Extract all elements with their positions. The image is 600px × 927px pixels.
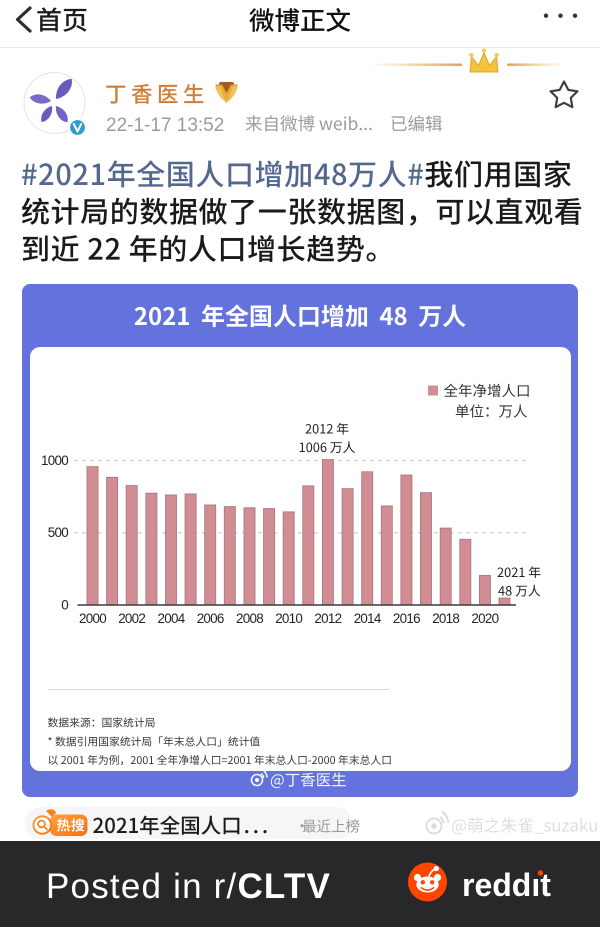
svg-text:Posted in r/CLTV: Posted in r/CLTV xyxy=(46,867,331,906)
svg-text:22-1-17 13:52: 22-1-17 13:52 xyxy=(106,115,224,136)
svg-text:2014: 2014 xyxy=(354,611,382,626)
svg-text:1000: 1000 xyxy=(41,453,68,468)
svg-text:reddıt: reddıt xyxy=(462,867,551,903)
svg-text:2004: 2004 xyxy=(158,611,186,626)
svg-text:500: 500 xyxy=(48,525,68,540)
svg-text:2002: 2002 xyxy=(118,611,145,626)
svg-text:2016: 2016 xyxy=(393,611,420,626)
svg-text:2000: 2000 xyxy=(79,611,106,626)
svg-text:2008: 2008 xyxy=(236,611,263,626)
svg-text:2010: 2010 xyxy=(275,611,302,626)
svg-text:2006: 2006 xyxy=(197,611,224,626)
svg-text:2012: 2012 xyxy=(314,611,341,626)
svg-text:2018: 2018 xyxy=(432,611,459,626)
svg-text:2020: 2020 xyxy=(471,611,498,626)
svg-text:0: 0 xyxy=(61,597,68,612)
